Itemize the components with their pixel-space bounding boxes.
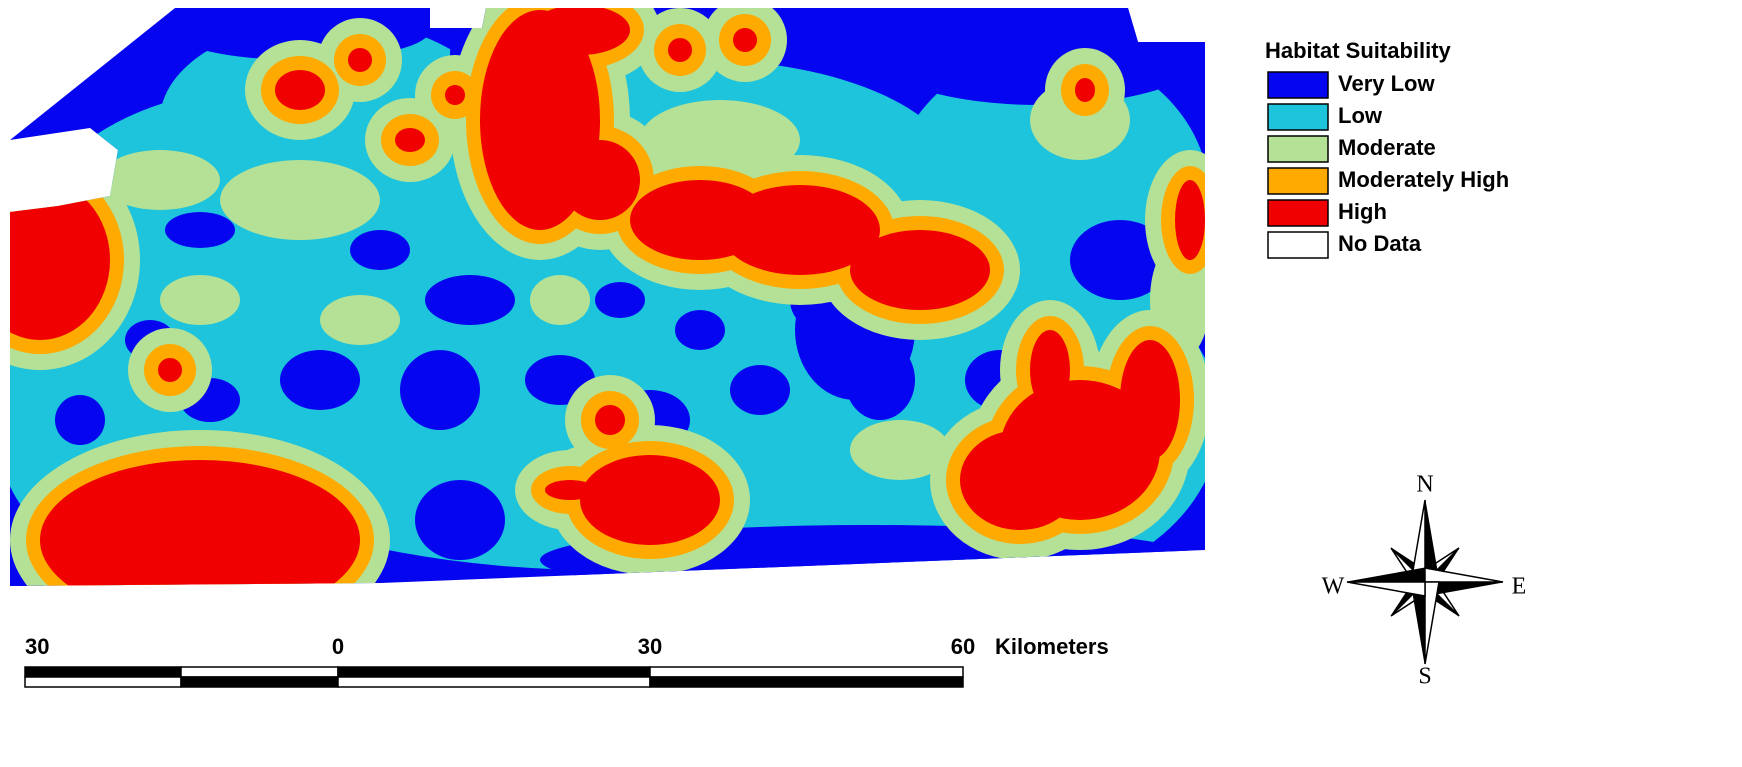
class-area (55, 395, 105, 445)
class-area (1175, 180, 1205, 260)
class-area (160, 275, 240, 325)
legend-label: No Data (1338, 231, 1422, 256)
class-area (675, 310, 725, 350)
class-area (275, 70, 325, 110)
scale-segment (338, 677, 650, 687)
map-figure: Habitat Suitability Very Low Low Moderate M… (0, 0, 1742, 767)
legend-swatch (1268, 136, 1328, 162)
class-area (530, 275, 590, 325)
class-area (350, 230, 410, 270)
scale-segment (181, 667, 338, 677)
legend-swatch (1268, 232, 1328, 258)
scale-segment (181, 677, 338, 687)
class-area (165, 212, 235, 248)
legend: Habitat Suitability Very Low Low Moderate M… (1265, 38, 1509, 258)
class-area (348, 48, 372, 72)
class-area (560, 140, 640, 220)
class-area (960, 430, 1080, 530)
scale-segment (25, 677, 181, 687)
scale-segment (650, 667, 963, 677)
scale-segment (650, 677, 963, 687)
class-area (730, 365, 790, 415)
legend-title: Habitat Suitability (1265, 38, 1452, 63)
class-area (395, 128, 425, 152)
class-area (220, 160, 380, 240)
class-area (158, 358, 182, 382)
suitability-map (0, 0, 1235, 650)
scale-unit: Kilometers (995, 634, 1109, 659)
class-area (595, 282, 645, 318)
compass-w: W (1322, 574, 1345, 600)
class-area (280, 350, 360, 410)
scale-label: 30 (638, 634, 662, 659)
class-area (850, 230, 990, 310)
scale-label: 60 (951, 634, 975, 659)
class-area (1120, 340, 1180, 460)
compass-e: E (1512, 574, 1527, 600)
class-area (400, 350, 480, 430)
compass-point (1425, 568, 1503, 582)
class-area (415, 480, 505, 560)
class-area (668, 38, 692, 62)
scale-label: 0 (332, 634, 344, 659)
north-arrow: N S W E (1322, 472, 1527, 690)
legend-swatch (1268, 200, 1328, 226)
class-area (595, 405, 625, 435)
class-area (845, 340, 915, 420)
class-area (40, 460, 360, 620)
legend-label: Very Low (1338, 71, 1435, 96)
legend-swatch (1268, 168, 1328, 194)
class-area (425, 275, 515, 325)
legend-swatch (1268, 104, 1328, 130)
compass-n: N (1416, 472, 1433, 498)
compass-point (1425, 582, 1439, 664)
scale-segment (25, 667, 181, 677)
scale-segment (338, 667, 650, 677)
legend-label: Moderate (1338, 135, 1436, 160)
legend-label: Moderately High (1338, 167, 1509, 192)
scale-bar: Kilometers 30 0 30 60 (25, 634, 1109, 687)
legend-label: High (1338, 199, 1387, 224)
class-area (545, 480, 595, 500)
class-area (870, 0, 1210, 105)
compass-point (1347, 582, 1425, 596)
legend-label: Low (1338, 103, 1383, 128)
scale-label: 30 (25, 634, 49, 659)
class-area (1030, 330, 1070, 410)
class-area (733, 28, 757, 52)
compass-point (1347, 568, 1425, 582)
class-area (445, 85, 465, 105)
legend-swatch (1268, 72, 1328, 98)
class-area (1075, 78, 1095, 102)
class-area (530, 5, 630, 55)
class-area (320, 295, 400, 345)
class-area (580, 455, 720, 545)
compass-s: S (1418, 664, 1431, 690)
